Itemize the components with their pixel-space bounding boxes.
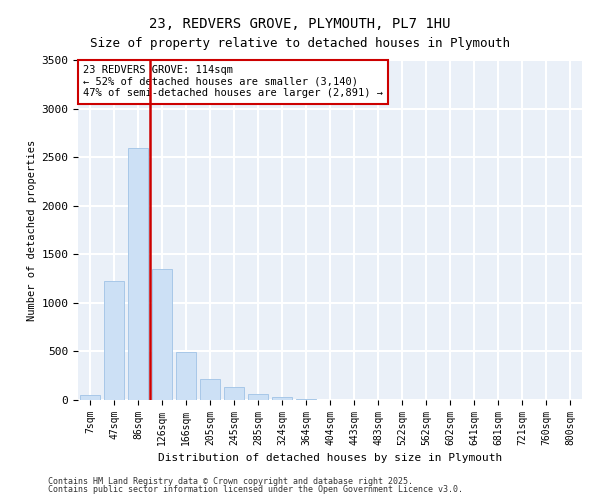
Bar — [248, 394, 268, 400]
Text: 23, REDVERS GROVE, PLYMOUTH, PL7 1HU: 23, REDVERS GROVE, PLYMOUTH, PL7 1HU — [149, 18, 451, 32]
Bar — [128, 148, 148, 400]
Bar — [272, 397, 292, 400]
Bar — [80, 394, 100, 400]
Bar — [176, 352, 196, 400]
Y-axis label: Number of detached properties: Number of detached properties — [27, 140, 37, 320]
Text: 23 REDVERS GROVE: 114sqm
← 52% of detached houses are smaller (3,140)
47% of sem: 23 REDVERS GROVE: 114sqm ← 52% of detach… — [83, 65, 383, 98]
Text: Size of property relative to detached houses in Plymouth: Size of property relative to detached ho… — [90, 38, 510, 51]
Bar — [296, 398, 316, 400]
Bar — [224, 387, 244, 400]
Text: Contains public sector information licensed under the Open Government Licence v3: Contains public sector information licen… — [48, 485, 463, 494]
X-axis label: Distribution of detached houses by size in Plymouth: Distribution of detached houses by size … — [158, 454, 502, 464]
Bar — [104, 280, 124, 400]
Bar — [152, 269, 172, 400]
Bar — [200, 378, 220, 400]
Text: Contains HM Land Registry data © Crown copyright and database right 2025.: Contains HM Land Registry data © Crown c… — [48, 477, 413, 486]
